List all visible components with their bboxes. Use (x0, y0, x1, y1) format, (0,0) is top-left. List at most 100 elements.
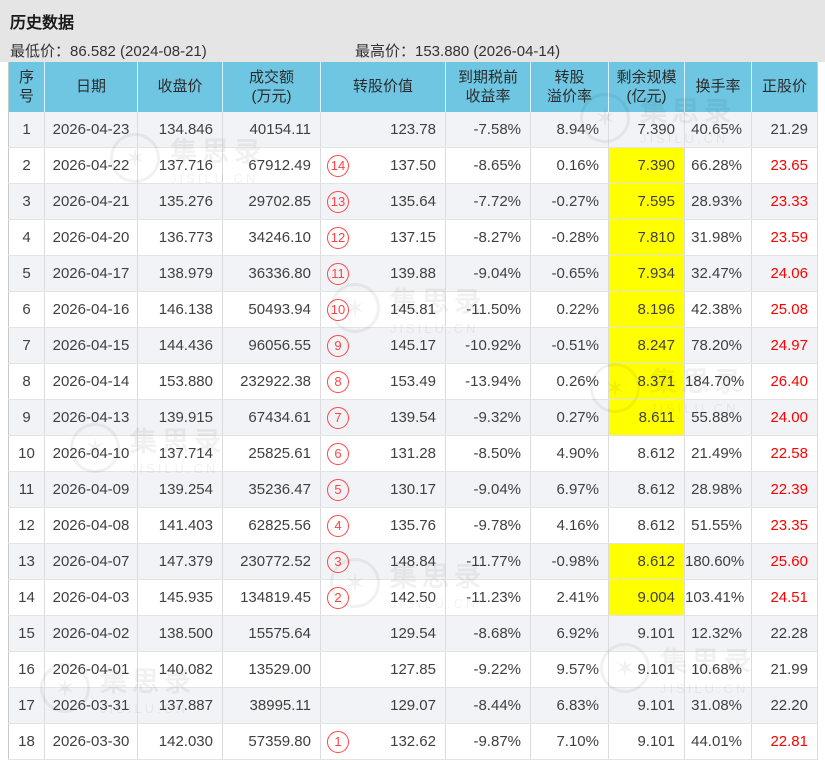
cell-close: 141.403 (137, 507, 223, 544)
cell-premium: 9.57% (530, 651, 609, 688)
cell-no: 4 (8, 219, 45, 256)
cell-close: 138.500 (137, 615, 223, 652)
history-table: 序 号日期 收盘价 成交额 (万元) 转股价值 到期税前 收益率 转股 溢价率 剩余规模 (… (8, 62, 818, 760)
cell-ytm: -8.44% (445, 687, 531, 724)
cell-size: 7.390 (608, 112, 685, 148)
cell-turnover: 12.32% (684, 615, 752, 652)
cell-volume: 36336.80 (222, 255, 321, 292)
cell-ytm: -9.32% (445, 399, 531, 436)
cell-close: 146.138 (137, 291, 223, 328)
cell-turnover: 44.01% (684, 723, 752, 760)
cell-no: 2 (8, 147, 45, 184)
cell-close: 139.254 (137, 471, 223, 508)
cell-size: 9.101 (608, 687, 685, 724)
rank-badge: 8 (327, 370, 349, 393)
cell-price: 23.65 (751, 147, 818, 184)
cell-ytm: -7.72% (445, 183, 531, 220)
cell-ytm: -8.65% (445, 147, 531, 184)
cell-ytm: -9.04% (445, 471, 531, 508)
conv-value-text: 153.49 (390, 373, 436, 390)
cell-no: 10 (8, 435, 45, 472)
cell-price: 22.20 (751, 687, 818, 724)
cell-size: 8.612 (608, 435, 685, 472)
cell-volume: 67434.61 (222, 399, 321, 436)
rank-badge: 6 (327, 442, 349, 465)
cell-volume: 40154.11 (222, 112, 321, 148)
cell-no: 1 (8, 112, 45, 148)
table-header: 序 号日期 收盘价 成交额 (万元) 转股价值 到期税前 收益率 转股 溢价率 剩余规模 (… (8, 62, 818, 112)
cell-close: 137.714 (137, 435, 223, 472)
rank-badge: 4 (327, 514, 349, 537)
cell-date: 2026-04-03 (44, 579, 138, 616)
cell-ytm: -9.78% (445, 507, 531, 544)
cell-price: 24.00 (751, 399, 818, 436)
cell-premium: 0.27% (530, 399, 609, 436)
cell-conv_value: 6 131.28 (320, 435, 446, 472)
table-row: 16 2026-04-01 140.082 13529.00 127.85 -9.22% 9… (8, 651, 818, 688)
cell-volume: 50493.94 (222, 291, 321, 328)
cell-conv_value: 11 139.88 (320, 255, 446, 292)
cell-premium: 6.83% (530, 687, 609, 724)
cell-premium: 6.92% (530, 615, 609, 652)
cell-conv_value: 13 135.64 (320, 183, 446, 220)
cell-no: 13 (8, 543, 45, 580)
cell-size: 8.611 (608, 399, 685, 436)
cell-turnover: 55.88% (684, 399, 752, 436)
cell-premium: 0.26% (530, 363, 609, 400)
cell-conv_value: 129.54 (320, 615, 446, 652)
cell-conv_value: 3 148.84 (320, 543, 446, 580)
cell-no: 12 (8, 507, 45, 544)
table-row: 14 2026-04-03 145.935 134819.45 2 142.50 -11.2… (8, 579, 818, 616)
cell-date: 2026-04-01 (44, 651, 138, 688)
table-row: 13 2026-04-07 147.379 230772.52 3 148.84 -11.7… (8, 543, 818, 580)
table-header-row: 序 号日期 收盘价 成交额 (万元) 转股价值 到期税前 收益率 转股 溢价率 剩余规模 (… (8, 62, 818, 112)
cell-size: 8.247 (608, 327, 685, 364)
rank-badge: 5 (327, 478, 349, 501)
cell-conv_value: 7 139.54 (320, 399, 446, 436)
cell-size: 9.101 (608, 615, 685, 652)
conv-value-text: 139.54 (390, 409, 436, 426)
cell-no: 16 (8, 651, 45, 688)
cell-close: 144.436 (137, 327, 223, 364)
cell-size: 7.595 (608, 183, 685, 220)
cell-turnover: 40.65% (684, 112, 752, 148)
table-row: 4 2026-04-20 136.773 34246.10 12 137.15 -8.27%… (8, 219, 818, 256)
table-row: 18 2026-03-30 142.030 57359.80 1 132.62 -9.87%… (8, 723, 818, 760)
cell-size: 7.390 (608, 147, 685, 184)
conv-value-text: 135.76 (390, 517, 436, 534)
cell-size: 9.101 (608, 723, 685, 760)
cell-no: 14 (8, 579, 45, 616)
cell-conv_value: 129.07 (320, 687, 446, 724)
cell-volume: 34246.10 (222, 219, 321, 256)
cell-date: 2026-04-23 (44, 112, 138, 148)
cell-price: 23.59 (751, 219, 818, 256)
table-row: 12 2026-04-08 141.403 62825.56 4 135.76 -9.78%… (8, 507, 818, 544)
table-row: 9 2026-04-13 139.915 67434.61 7 139.54 -9.32% 0… (8, 399, 818, 436)
table-row: 3 2026-04-21 135.276 29702.85 13 135.64 -7.72%… (8, 183, 818, 220)
cell-turnover: 103.41% (684, 579, 752, 616)
cell-premium: -0.27% (530, 183, 609, 220)
col-header-ytm: 到期税前 收益率 (445, 62, 531, 112)
col-header-volume: 成交额 (万元) (222, 62, 321, 112)
cell-no: 18 (8, 723, 45, 760)
cell-turnover: 51.55% (684, 507, 752, 544)
cell-price: 25.60 (751, 543, 818, 580)
table-row: 2 2026-04-22 137.716 67912.49 14 137.50 -8.65%… (8, 147, 818, 184)
rank-badge: 10 (327, 298, 349, 321)
conv-value-text: 129.07 (390, 697, 436, 714)
cell-close: 136.773 (137, 219, 223, 256)
table-row: 5 2026-04-17 138.979 36336.80 11 139.88 -9.04%… (8, 255, 818, 292)
min-price-label: 最低价：86.582 (2024-08-21) (10, 43, 207, 60)
cell-close: 147.379 (137, 543, 223, 580)
cell-close: 140.082 (137, 651, 223, 688)
panel-title: 历史数据 (10, 15, 75, 32)
col-header-turnover: 换手率 (684, 62, 752, 112)
cell-volume: 38995.11 (222, 687, 321, 724)
cell-no: 7 (8, 327, 45, 364)
cell-turnover: 184.70% (684, 363, 752, 400)
cell-ytm: -13.94% (445, 363, 531, 400)
cell-close: 153.880 (137, 363, 223, 400)
table-row: 10 2026-04-10 137.714 25825.61 6 131.28 -8.50%… (8, 435, 818, 472)
cell-date: 2026-04-13 (44, 399, 138, 436)
cell-volume: 230772.52 (222, 543, 321, 580)
